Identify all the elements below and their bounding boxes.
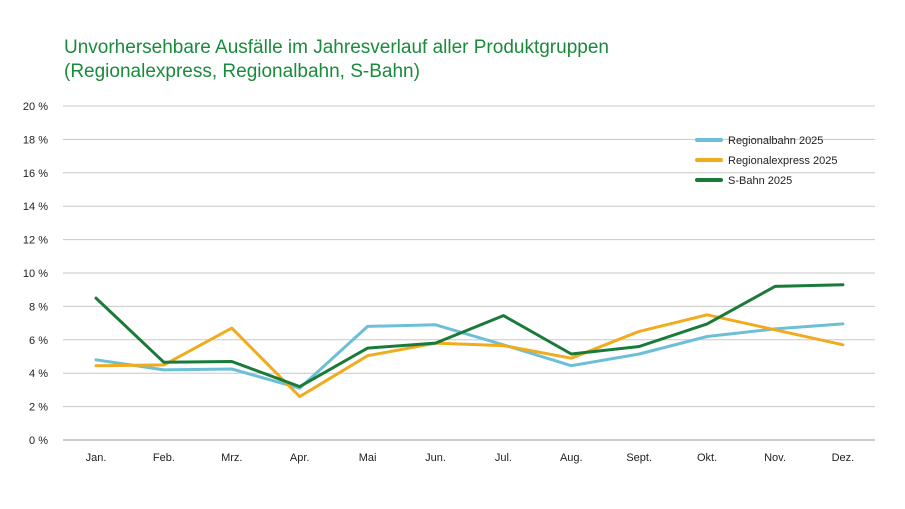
y-tick-label: 18 %: [23, 134, 48, 146]
x-tick-label: Apr.: [290, 452, 310, 464]
legend-label: Regionalbahn 2025: [728, 135, 823, 147]
x-tick-label: Jan.: [86, 452, 107, 464]
series-line-2: [94, 313, 845, 399]
y-tick-label: 16 %: [23, 168, 48, 180]
y-tick-label: 14 %: [23, 201, 48, 213]
x-tick-label: Dez.: [832, 452, 855, 464]
x-tick-label: Nov.: [764, 452, 786, 464]
x-axis-labels: Jan. Feb. Mrz. Apr. Mai Jun. Jul. Aug. Sept. Okt.…: [86, 452, 855, 464]
chart-title-line-2: (Regionalexpress, Regionalbahn, S-Bahn): [64, 61, 420, 82]
y-tick-label: 0 %: [29, 435, 48, 447]
series-line-1: [94, 322, 845, 390]
series-line-3: [94, 283, 845, 389]
chart-title: Unvorhersehbare Ausfälle im Jahresverlau…: [64, 36, 609, 84]
y-tick-label: 10 %: [23, 268, 48, 280]
chart-grid: 0 % 2 % 4 % 6 % 8 % 10 % 12 % 14 % 16 % 18 % 20 %: [23, 101, 875, 447]
x-tick-label: Feb.: [153, 452, 175, 464]
chart-legend: Regionalbahn 2025 Regionalexpress 2025 S-B…: [695, 135, 837, 187]
chart-title-line-1: Unvorhersehbare Ausfälle im Jahresverlau…: [64, 37, 609, 58]
legend-label: Regionalexpress 2025: [728, 155, 837, 167]
y-tick-label: 6 %: [29, 335, 48, 347]
legend-label: S-Bahn 2025: [728, 175, 792, 187]
chart-series: [94, 283, 845, 399]
y-tick-label: 20 %: [23, 101, 48, 113]
x-tick-label: Jun.: [425, 452, 446, 464]
y-tick-label: 4 %: [29, 368, 48, 380]
x-tick-label: Mrz.: [221, 452, 242, 464]
y-tick-label: 12 %: [23, 235, 48, 247]
x-tick-label: Aug.: [560, 452, 583, 464]
x-tick-label: Okt.: [697, 452, 717, 464]
y-tick-label: 2 %: [29, 402, 48, 414]
y-tick-label: 8 %: [29, 301, 48, 313]
x-tick-label: Jul.: [495, 452, 512, 464]
x-tick-label: Mai: [359, 452, 377, 464]
x-tick-label: Sept.: [626, 452, 652, 464]
